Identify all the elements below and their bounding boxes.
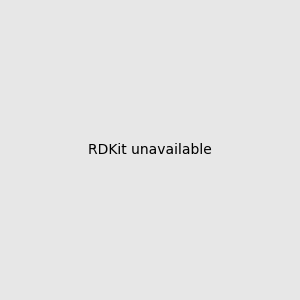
Text: RDKit unavailable: RDKit unavailable (88, 143, 212, 157)
